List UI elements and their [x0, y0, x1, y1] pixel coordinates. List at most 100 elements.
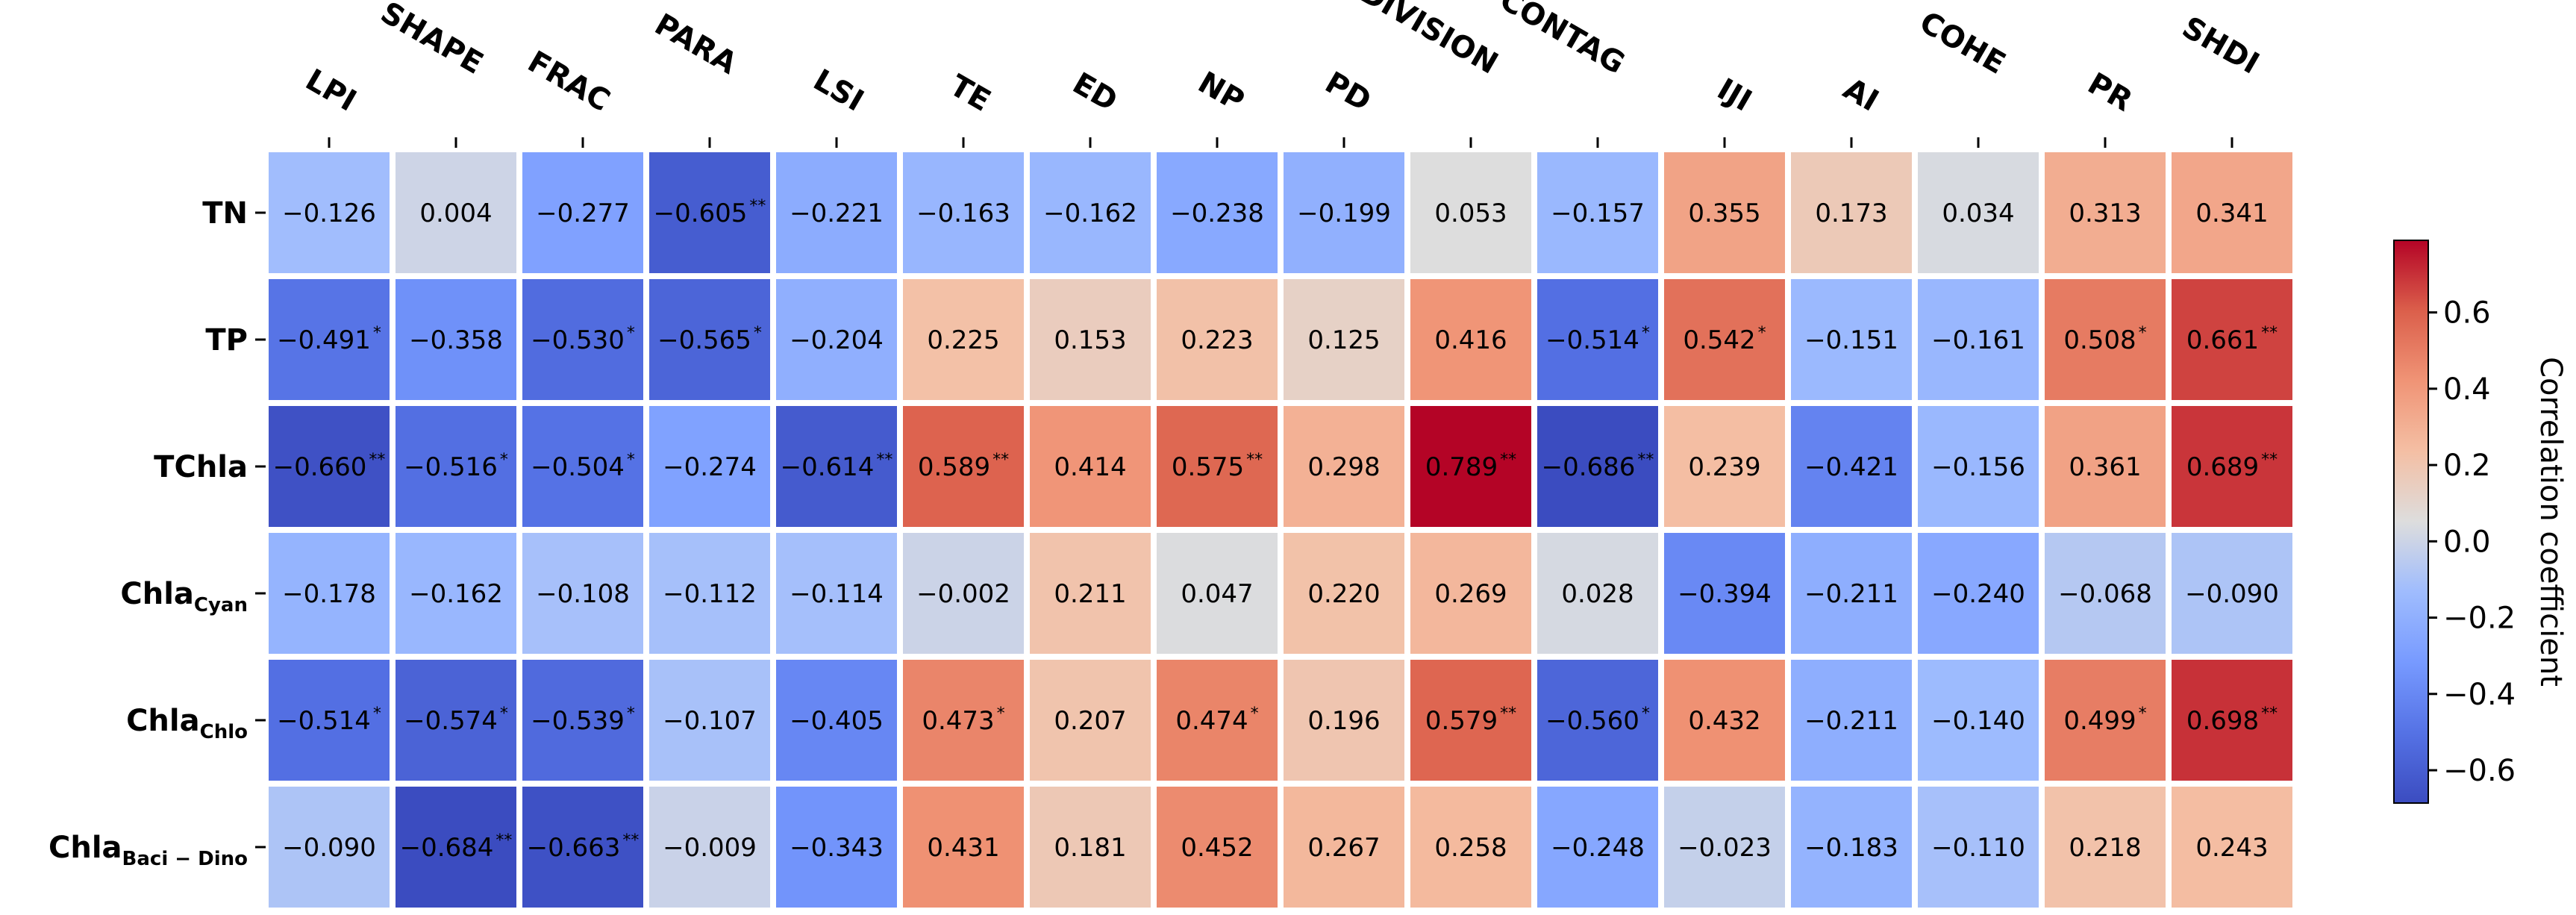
cell-value-label: 0.223: [1181, 325, 1253, 355]
cell-value-label: −0.140: [1931, 706, 2025, 736]
cell-value-label: −0.162: [1043, 199, 1137, 228]
cell-value-label: −0.516 *: [404, 451, 508, 482]
significance-marker: *: [500, 451, 508, 469]
cell-value-label: −0.110: [1931, 833, 2025, 863]
significance-marker: *: [2139, 705, 2147, 723]
significance-marker: *: [1642, 705, 1650, 723]
heatmap-cell-rect: [649, 787, 770, 908]
significance-marker: **: [1246, 451, 1263, 469]
heatmap-cell: −0.358: [396, 279, 516, 400]
cell-value-label: 0.361: [2069, 452, 2141, 482]
heatmap-cell: 0.414: [1030, 406, 1151, 527]
heatmap-cell: −0.394: [1664, 533, 1785, 654]
cell-value-label: −0.163: [916, 199, 1010, 228]
cell-value-label: −0.530 *: [531, 324, 635, 355]
cell-value-label: −0.108: [536, 579, 630, 609]
heatmap-cell-rect: [1284, 279, 1404, 400]
heatmap-cell-rect: [1030, 533, 1151, 654]
significance-marker: **: [2261, 324, 2278, 343]
heatmap-cell: −0.110: [1918, 787, 2039, 908]
cell-value-label: −0.178: [282, 579, 376, 609]
cell-value-label: −0.574 *: [404, 705, 508, 736]
significance-marker: **: [622, 831, 639, 850]
cell-value-label: −0.221: [790, 199, 884, 228]
heatmap-cell: −0.238: [1157, 152, 1278, 273]
heatmap-cell-rect: [396, 279, 516, 400]
column-label: SHAPE: [375, 0, 489, 81]
cell-value-label: −0.068: [2058, 579, 2152, 609]
heatmap-cell-rect: [522, 279, 643, 400]
heatmap-cell-rect: [2172, 406, 2292, 527]
heatmap-cell-rect: [269, 406, 390, 527]
row-label: ChlaChlo: [126, 704, 248, 743]
heatmap-cell: −0.002: [903, 533, 1024, 654]
heatmap-cell-rect: [269, 279, 390, 400]
heatmap-cell-rect: [776, 787, 897, 908]
heatmap-cell-rect: [1791, 406, 1912, 527]
heatmap-cell-rect: [2045, 533, 2166, 654]
heatmap-cell-rect: [1284, 533, 1404, 654]
cell-value-label: −0.157: [1551, 199, 1645, 228]
cell-value-label: 0.153: [1054, 325, 1126, 355]
cell-value-label: −0.183: [1804, 833, 1898, 863]
heatmap-cell: 0.153: [1030, 279, 1151, 400]
cell-value-label: 0.452: [1181, 833, 1253, 863]
heatmap-cell: 0.196: [1284, 660, 1404, 781]
heatmap-cell-rect: [2172, 533, 2292, 654]
row-label-base: TP: [205, 323, 248, 357]
heatmap-cell: 0.028: [1537, 533, 1658, 654]
row-label-base: Chla: [126, 704, 200, 738]
heatmap-cell: 0.258: [1410, 787, 1531, 908]
heatmap-cell-rect: [1918, 152, 2039, 273]
heatmap-cell: 0.689 **: [2172, 406, 2292, 527]
heatmap-cell: −0.204: [776, 279, 897, 400]
cell-value-label: −0.405: [790, 706, 884, 736]
cell-value-label: −0.151: [1804, 325, 1898, 355]
cell-value-label: −0.009: [663, 833, 757, 863]
heatmap-cell-rect: [269, 152, 390, 273]
significance-marker: **: [2261, 451, 2278, 469]
cell-value-label: 0.258: [1434, 833, 1507, 863]
heatmap-cell: −0.114: [776, 533, 897, 654]
significance-marker: *: [373, 705, 381, 723]
heatmap-cell: −0.530 *: [522, 279, 643, 400]
heatmap-cell: 0.298: [1284, 406, 1404, 527]
column-label: ED: [1067, 66, 1123, 119]
cell-value-label: −0.126: [282, 199, 376, 228]
heatmap-cell-rect: [649, 660, 770, 781]
heatmap-cell-rect: [649, 152, 770, 273]
significance-marker: **: [2261, 705, 2278, 723]
colorbar-tick-label: −0.2: [2443, 602, 2516, 636]
heatmap-cell-rect: [1918, 279, 2039, 400]
cell-value-label: 0.004: [419, 199, 492, 228]
column-label: COHE: [1913, 5, 2011, 81]
column-label: LSI: [807, 63, 869, 118]
column-label: PR: [2082, 66, 2138, 119]
heatmap-cell: −0.023: [1664, 787, 1785, 908]
colorbar-ticks: −0.6 −0.4 −0.2 0.0 0.2 0.4 0.6: [2428, 296, 2516, 788]
heatmap-cell-rect: [269, 787, 390, 908]
heatmap-cell-rect: [1030, 152, 1151, 273]
heatmap-cell-rect: [903, 279, 1024, 400]
heatmap-cell: 0.579 **: [1410, 660, 1531, 781]
heatmap-cell-rect: [1791, 152, 1912, 273]
cell-value-label: 0.416: [1434, 325, 1507, 355]
heatmap-cell: −0.009: [649, 787, 770, 908]
significance-marker: *: [627, 705, 635, 723]
heatmap-cell-rect: [1410, 787, 1531, 908]
cell-value-label: −0.560 *: [1545, 705, 1650, 736]
heatmap-cell-rect: [1537, 152, 1658, 273]
heatmap-cell-rect: [1157, 406, 1278, 527]
cell-value-label: −0.112: [663, 579, 757, 609]
heatmap-cell-rect: [2045, 660, 2166, 781]
heatmap-cell: 0.034: [1918, 152, 2039, 273]
heatmap-cell: 0.267: [1284, 787, 1404, 908]
row-label: ChlaBaci − Dino: [49, 831, 248, 870]
significance-marker: **: [495, 831, 512, 850]
cell-value-label: 0.034: [1942, 199, 2014, 228]
heatmap-cell: 0.053: [1410, 152, 1531, 273]
heatmap-cell: −0.516 *: [396, 406, 516, 527]
heatmap-cell: −0.090: [2172, 533, 2292, 654]
cell-value-label: −0.277: [536, 199, 630, 228]
